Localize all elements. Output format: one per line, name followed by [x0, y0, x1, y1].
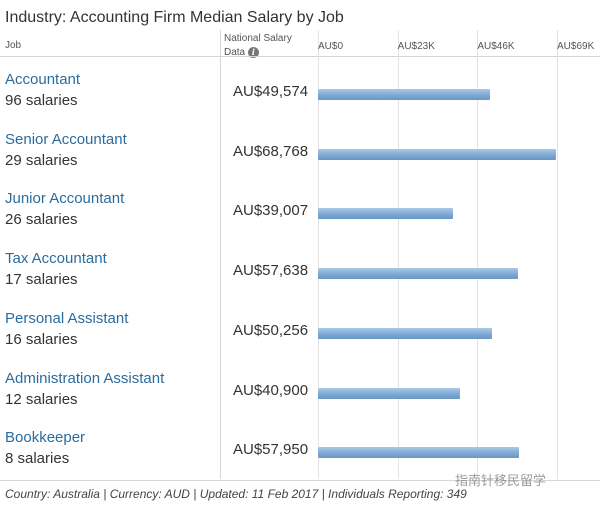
- column-header-national-line2-text: Data: [224, 47, 246, 58]
- salary-bar: [318, 447, 519, 459]
- salary-bar: [318, 327, 493, 339]
- watermark: 指南针移民留学: [455, 473, 547, 488]
- median-salary-value: AU$50,256: [233, 321, 309, 339]
- salary-bar: [318, 387, 460, 399]
- footer-info: Country: Australia | Currency: AUD | Upd…: [5, 487, 467, 501]
- salary-count: 29 salaries: [5, 151, 78, 169]
- column-header-national-line1: National Salary: [224, 33, 292, 44]
- job-title-link[interactable]: Bookkeeper: [5, 429, 86, 447]
- job-title-link[interactable]: Accountant: [5, 71, 81, 88]
- info-icon[interactable]: i: [247, 46, 259, 58]
- header-divider: [0, 56, 600, 57]
- x-tick-label: AU$0: [318, 41, 344, 52]
- median-salary-value: AU$39,007: [233, 202, 309, 220]
- median-salary-value: AU$40,900: [233, 381, 309, 399]
- footer-divider: [0, 480, 600, 481]
- median-salary-value: AU$57,950: [233, 441, 309, 459]
- x-tick-label: AU$23K: [397, 41, 435, 52]
- job-title-link[interactable]: Tax Accountant: [5, 250, 107, 268]
- job-title-link[interactable]: Junior Accountant: [5, 190, 125, 208]
- salary-count: 12 salaries: [5, 390, 78, 408]
- column-header-job: Job: [5, 40, 22, 51]
- median-salary-value: AU$49,574: [233, 83, 309, 100]
- gridline: [318, 30, 319, 479]
- gridline: [557, 30, 558, 479]
- salary-count: 17 salaries: [5, 271, 78, 289]
- column-header-national-salary: National Salary Data i: [224, 32, 292, 60]
- column-divider: [220, 30, 221, 479]
- x-tick-label: AU$46K: [477, 41, 515, 52]
- gridline: [477, 30, 479, 479]
- salary-bar: [318, 89, 490, 100]
- job-title-link[interactable]: Senior Accountant: [5, 130, 127, 148]
- salary-count: 16 salaries: [5, 330, 78, 348]
- salary-count: 26 salaries: [5, 211, 78, 229]
- salary-bar: [318, 148, 557, 160]
- x-tick-label: AU$69K: [557, 41, 595, 52]
- median-salary-value: AU$68,768: [233, 142, 309, 160]
- salary-bar: [318, 208, 454, 220]
- gridline: [397, 30, 399, 479]
- median-salary-value: AU$57,638: [233, 262, 309, 280]
- salary-count: 96 salaries: [5, 92, 78, 109]
- salary-bar: [318, 268, 518, 280]
- salary-count: 8 salaries: [5, 450, 70, 468]
- job-title-link[interactable]: Administration Assistant: [5, 369, 165, 387]
- job-title-link[interactable]: Personal Assistant: [5, 309, 129, 327]
- chart-title: Industry: Accounting Firm Median Salary …: [5, 9, 344, 26]
- column-header-national-line2: Data i: [224, 46, 292, 60]
